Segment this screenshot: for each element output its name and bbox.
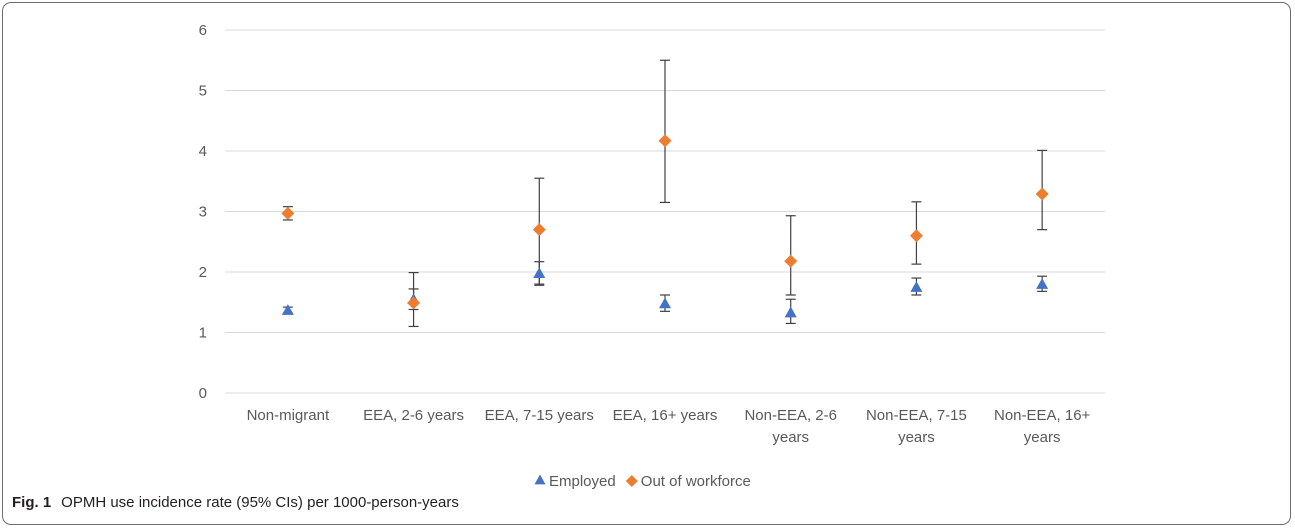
- x-tick-label: Non-EEA, 16+: [994, 407, 1091, 424]
- x-tick-label: years: [772, 429, 809, 446]
- out-of-workforce-point: [407, 296, 421, 310]
- x-tick-label: EEA, 16+ years: [613, 407, 718, 424]
- employed-point: [1036, 278, 1049, 289]
- x-tick-label: Non-EEA, 7-15: [866, 407, 967, 424]
- out-of-workforce-point: [1035, 187, 1049, 201]
- x-axis-ticks: Non-migrant EEA, 2-6 years EEA, 7-15 years…: [247, 407, 1091, 446]
- out-of-workforce-point: [784, 254, 798, 268]
- y-tick-label-5: 5: [199, 83, 207, 100]
- figure-caption: Fig. 1 OPMH use incidence rate (95% CIs) …: [12, 494, 459, 511]
- out-of-workforce-point: [658, 134, 672, 148]
- employed-point: [784, 306, 797, 318]
- x-tick-label: Non-EEA, 2-6: [744, 407, 837, 424]
- out-of-workforce-point: [281, 206, 295, 220]
- x-tick-label: years: [898, 429, 935, 446]
- x-tick-label: EEA, 2-6 years: [363, 407, 464, 424]
- x-tick-label: years: [1024, 429, 1061, 446]
- x-tick-label: EEA, 7-15 years: [485, 407, 594, 424]
- legend-label: Employed: [549, 473, 616, 490]
- y-tick-label-4: 4: [199, 143, 207, 160]
- employed-point: [281, 304, 294, 315]
- data-markers: [281, 134, 1049, 318]
- out-of-workforce-point: [532, 223, 546, 237]
- incidence-chart: 0 1 2 3 4 5 6 Non-migrant EEA, 2-6 years EEA, 7-…: [199, 22, 1105, 490]
- employed-point: [533, 267, 546, 279]
- caption-label: Fig. 1: [12, 494, 52, 511]
- employed-point: [659, 297, 671, 309]
- legend: Employed Out of workforce: [534, 473, 751, 490]
- legend-marker-triangle-icon: [534, 474, 546, 485]
- caption-text: OPMH use incidence rate (95% CIs) per 10…: [61, 494, 459, 511]
- error-bars: [282, 59, 1048, 328]
- y-tick-label-3: 3: [199, 204, 207, 221]
- y-tick-label-2: 2: [199, 264, 207, 281]
- y-tick-label-0: 0: [199, 385, 207, 402]
- y-axis-ticks: 0 1 2 3 4 5 6: [199, 22, 207, 402]
- y-tick-label-1: 1: [199, 325, 207, 342]
- employed-point: [910, 281, 923, 292]
- x-tick-label: Non-migrant: [247, 407, 330, 424]
- legend-label: Out of workforce: [641, 473, 751, 490]
- legend-marker-diamond-icon: [625, 475, 638, 487]
- y-tick-label-6: 6: [199, 22, 207, 39]
- out-of-workforce-point: [909, 229, 923, 243]
